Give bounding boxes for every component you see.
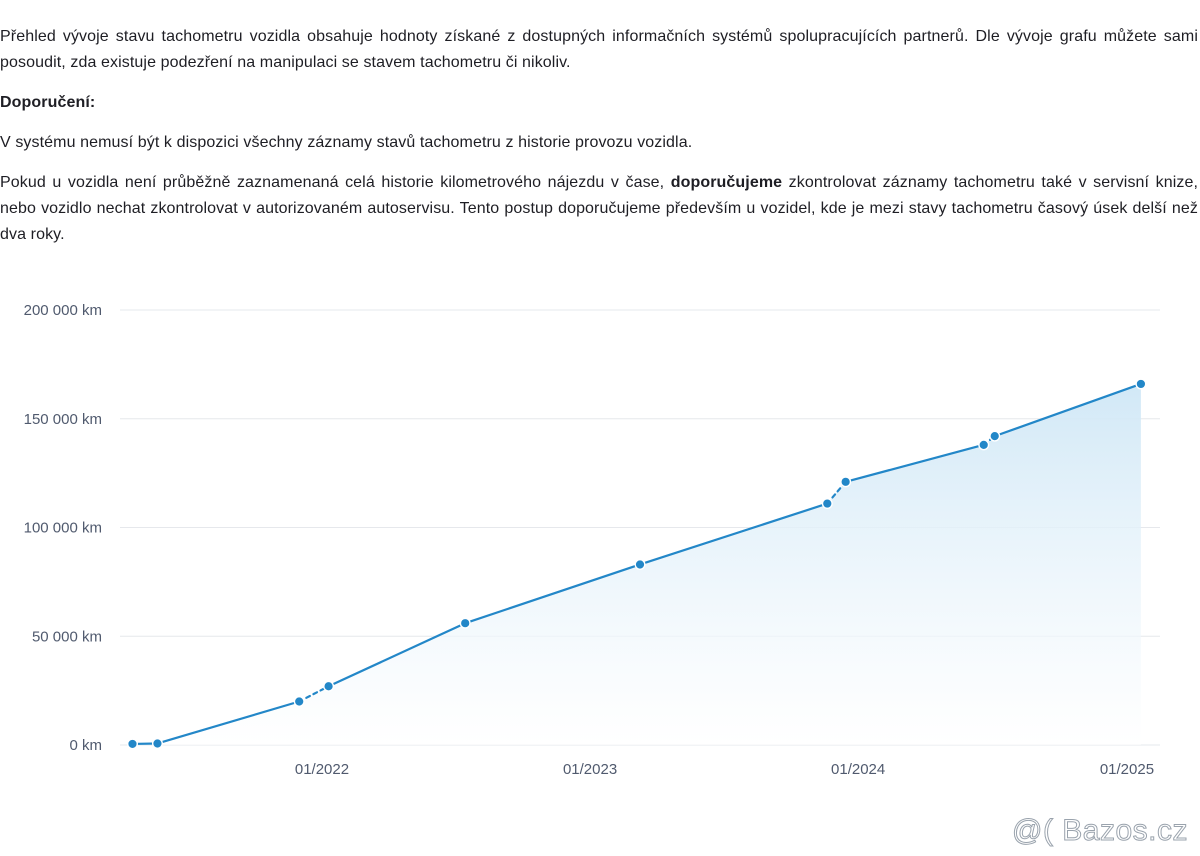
y-tick-label: 50 000 km bbox=[32, 628, 102, 645]
data-point bbox=[978, 439, 990, 451]
description-text: Přehled vývoje stavu tachometru vozidla … bbox=[0, 24, 1198, 248]
data-point bbox=[821, 498, 833, 510]
y-axis-labels: 0 km 50 000 km 100 000 km 150 000 km 200 000… bbox=[24, 302, 102, 754]
advice-text-end: zkontrolovat záznamy tachometru také v s… bbox=[0, 174, 1198, 243]
watermark: @( Bazos.cz bbox=[1012, 814, 1189, 848]
data-point bbox=[126, 738, 138, 750]
series-segment bbox=[464, 563, 642, 625]
series-segment bbox=[844, 443, 985, 483]
series-segment bbox=[327, 622, 467, 688]
series-segment bbox=[993, 382, 1143, 438]
x-tick-label: 01/2023 bbox=[563, 761, 617, 778]
advice-paragraph: Pokud u vozidla není průběžně zaznamenan… bbox=[0, 170, 1198, 248]
x-tick-label: 01/2025 bbox=[1100, 761, 1154, 778]
recommendation-heading: Doporučení: bbox=[0, 94, 96, 111]
advice-text-start: Pokud u vozidla není průběžně zaznamenan… bbox=[0, 174, 671, 191]
odometer-chart: 0 km 50 000 km 100 000 km 150 000 km 200 000… bbox=[24, 302, 1160, 778]
data-point bbox=[840, 476, 852, 488]
y-tick-label: 200 000 km bbox=[24, 302, 102, 319]
note-paragraph: V systému nemusí být k dispozici všechny… bbox=[0, 134, 693, 151]
y-tick-label: 0 km bbox=[69, 737, 102, 754]
data-point bbox=[323, 680, 335, 692]
data-point bbox=[459, 617, 471, 629]
series-segment bbox=[156, 700, 301, 745]
x-tick-label: 01/2024 bbox=[831, 761, 885, 778]
x-axis-labels: 01/2022 01/2023 01/2024 01/2025 bbox=[295, 761, 1154, 778]
data-point bbox=[1135, 378, 1147, 390]
y-tick-label: 150 000 km bbox=[24, 411, 102, 428]
advice-emphasis: doporučujeme bbox=[670, 174, 783, 191]
intro-paragraph: Přehled vývoje stavu tachometru vozidla … bbox=[0, 28, 1198, 71]
data-point bbox=[293, 696, 305, 708]
x-tick-label: 01/2022 bbox=[295, 761, 349, 778]
area-path bbox=[132, 383, 1141, 745]
y-tick-label: 100 000 km bbox=[24, 520, 102, 537]
data-point bbox=[634, 558, 646, 570]
series-segment-dashed bbox=[298, 685, 330, 703]
area-fill bbox=[132, 383, 1141, 745]
data-points bbox=[126, 378, 1147, 750]
data-point bbox=[989, 430, 1001, 442]
data-point bbox=[151, 737, 163, 749]
series-segment bbox=[638, 502, 829, 566]
